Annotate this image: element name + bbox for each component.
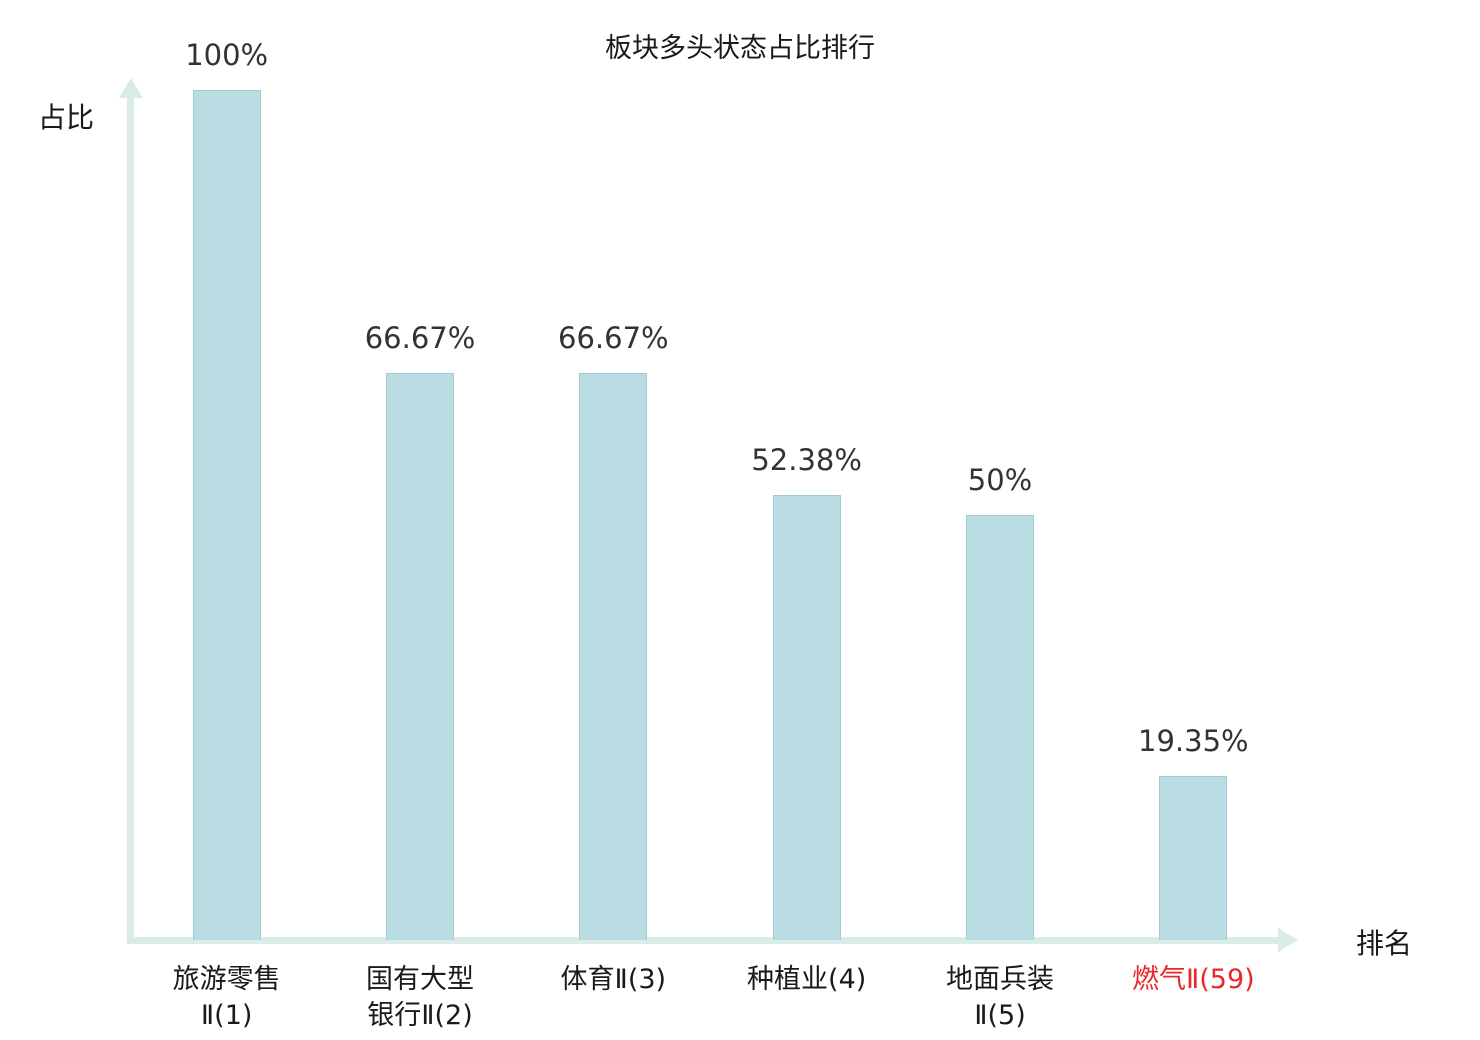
bar xyxy=(1159,775,1228,940)
y-axis-line xyxy=(127,96,134,944)
bar xyxy=(386,373,454,940)
y-axis-label: 占比 xyxy=(38,101,95,134)
bar-category-label: 燃气Ⅱ(59) xyxy=(1131,964,1255,995)
bar-value-label: 66.67% xyxy=(364,321,476,356)
chart-title: 板块多头状态占比排行 xyxy=(605,33,875,64)
bar-category-label: 旅游零售 Ⅱ(1) xyxy=(172,964,281,1032)
bar-value-label: 50% xyxy=(967,463,1033,497)
bar-category-label: 地面兵装 Ⅱ(5) xyxy=(946,964,1054,1032)
x-axis-label: 排名 xyxy=(1356,927,1413,960)
bar-value-label: 52.38% xyxy=(751,442,862,477)
bar-value-label: 100% xyxy=(185,38,269,72)
bar-category-label: 种植业(4) xyxy=(747,964,867,995)
bar xyxy=(772,494,841,940)
x-axis-line xyxy=(127,937,1282,944)
bar-value-label: 66.67% xyxy=(558,321,669,356)
bar-category-label: 国有大型 银行Ⅱ(2) xyxy=(366,964,474,1032)
bar xyxy=(966,515,1034,940)
x-axis-arrow-icon xyxy=(1278,928,1298,952)
bar xyxy=(579,373,648,940)
bar-category-label: 体育Ⅱ(3) xyxy=(560,964,667,995)
bar xyxy=(192,90,261,940)
y-axis-arrow-icon xyxy=(119,78,143,98)
bar-value-label: 19.35% xyxy=(1138,723,1249,758)
